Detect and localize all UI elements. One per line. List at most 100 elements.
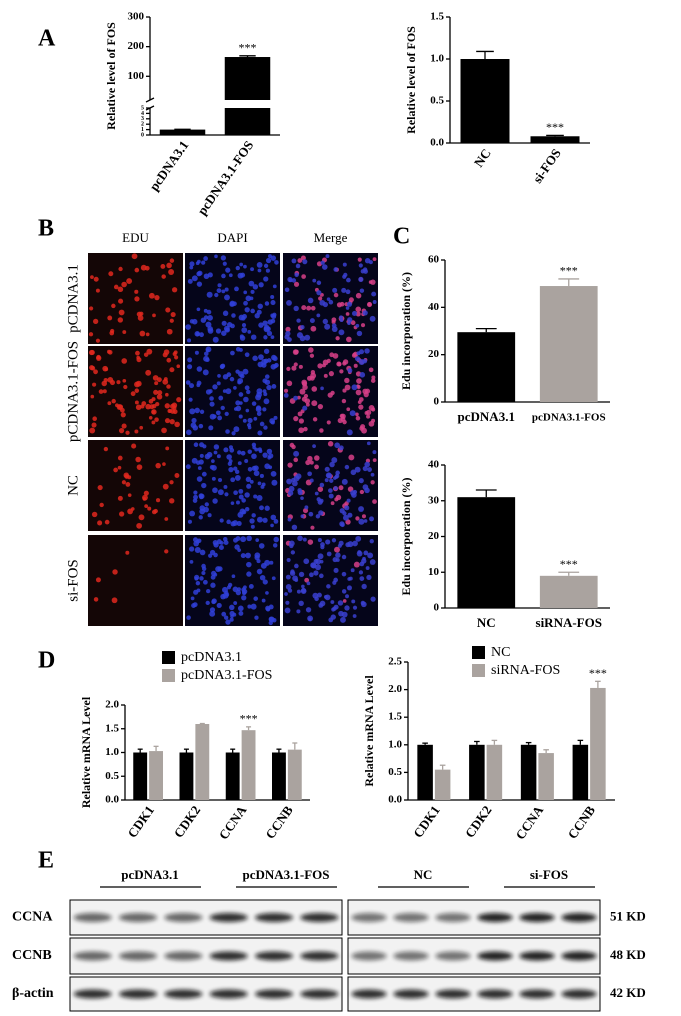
cell-dot xyxy=(162,483,169,490)
cell-dot xyxy=(136,522,142,529)
cell-dot xyxy=(293,395,298,401)
cell-dot xyxy=(226,454,232,460)
cell-dot xyxy=(211,476,216,481)
x-tick-label: CDK1 xyxy=(410,803,443,841)
cell-dot xyxy=(312,417,318,422)
cell-dot xyxy=(146,348,153,355)
cell-dot xyxy=(110,328,115,334)
cell-dot xyxy=(237,587,241,592)
cell-dot xyxy=(246,535,252,542)
cell-dot xyxy=(186,615,191,620)
cell-dot xyxy=(317,403,324,410)
micrograph xyxy=(88,253,183,344)
cell-dot xyxy=(344,377,350,384)
cell-dot xyxy=(196,366,203,372)
cell-dot xyxy=(330,600,335,604)
cell-dot xyxy=(244,459,249,463)
cell-dot xyxy=(326,584,331,589)
cell-dot xyxy=(203,256,209,261)
cell-dot xyxy=(290,550,296,555)
cell-dot xyxy=(358,397,364,402)
cell-dot xyxy=(218,545,224,550)
cell-dot xyxy=(230,477,236,483)
cell-dot xyxy=(118,266,123,272)
cell-dot xyxy=(270,255,277,261)
cell-dot xyxy=(212,487,218,494)
cell-dot xyxy=(256,411,262,417)
cell-dot xyxy=(246,571,252,577)
cell-dot xyxy=(369,559,376,565)
cell-dot xyxy=(151,403,157,409)
cell-dot xyxy=(213,444,220,450)
cell-dot xyxy=(292,349,299,355)
cell-dot xyxy=(317,592,322,598)
cell-dot xyxy=(207,272,213,278)
cell-dot xyxy=(259,421,265,427)
cell-dot xyxy=(347,541,354,548)
cell-dot xyxy=(312,592,319,599)
cell-dot xyxy=(222,310,229,316)
cell-dot xyxy=(125,430,130,435)
cell-dot xyxy=(201,482,207,489)
cell-dot xyxy=(332,580,337,585)
cell-dot xyxy=(250,603,257,610)
cell-dot xyxy=(211,459,215,463)
cell-dot xyxy=(266,330,273,336)
cell-dot xyxy=(359,489,365,495)
cell-dot xyxy=(269,560,274,565)
cell-dot xyxy=(263,348,270,354)
cell-dot xyxy=(130,391,136,397)
y-tick-label: 2 xyxy=(141,122,144,128)
cell-dot xyxy=(369,516,374,522)
cell-dot xyxy=(136,357,142,363)
cell-dot xyxy=(287,517,292,522)
bar xyxy=(457,332,516,402)
panel-label: D xyxy=(38,648,55,674)
cell-dot xyxy=(339,318,344,323)
blot-size-label: 51 KD xyxy=(610,908,646,923)
cell-dot xyxy=(356,330,363,337)
blot-size-label: 42 KD xyxy=(610,985,646,1000)
cell-dot xyxy=(327,441,334,447)
x-tick-label: NC xyxy=(471,146,494,170)
cell-dot xyxy=(326,297,331,301)
cell-dot xyxy=(134,400,139,405)
cell-dot xyxy=(246,561,252,568)
cell-dot xyxy=(189,319,195,324)
blot-band xyxy=(164,951,203,961)
legend-swatch xyxy=(162,651,175,664)
cell-dot xyxy=(145,403,151,410)
cell-dot xyxy=(306,581,311,586)
cell-dot xyxy=(111,398,116,404)
cell-dot xyxy=(139,425,144,430)
cell-dot xyxy=(334,473,340,479)
cell-dot xyxy=(155,462,161,469)
cell-dot xyxy=(118,298,124,304)
cell-dot xyxy=(328,488,333,493)
cell-dot xyxy=(287,462,293,468)
micrograph xyxy=(283,440,378,531)
cell-dot xyxy=(270,470,277,477)
cell-dot xyxy=(345,594,349,599)
cell-dot xyxy=(235,400,241,406)
cell-dot xyxy=(310,325,317,332)
cell-dot xyxy=(250,267,255,272)
cell-dot xyxy=(121,281,127,288)
cell-dot xyxy=(202,579,208,585)
micrograph xyxy=(88,535,183,626)
cell-dot xyxy=(151,397,156,402)
cell-dot xyxy=(194,576,199,581)
cell-dot xyxy=(263,425,268,430)
cell-dot xyxy=(363,392,369,398)
cell-dot xyxy=(293,305,299,312)
blot-band xyxy=(118,989,158,999)
x-tick-label: CCNA xyxy=(512,802,546,842)
cell-dot xyxy=(256,495,263,502)
cell-dot xyxy=(219,518,224,523)
cell-dot xyxy=(152,375,159,381)
cell-dot xyxy=(293,362,298,367)
cell-dot xyxy=(152,313,156,318)
cell-dot xyxy=(289,442,295,448)
cell-dot xyxy=(286,478,293,485)
cell-dot xyxy=(153,389,159,395)
